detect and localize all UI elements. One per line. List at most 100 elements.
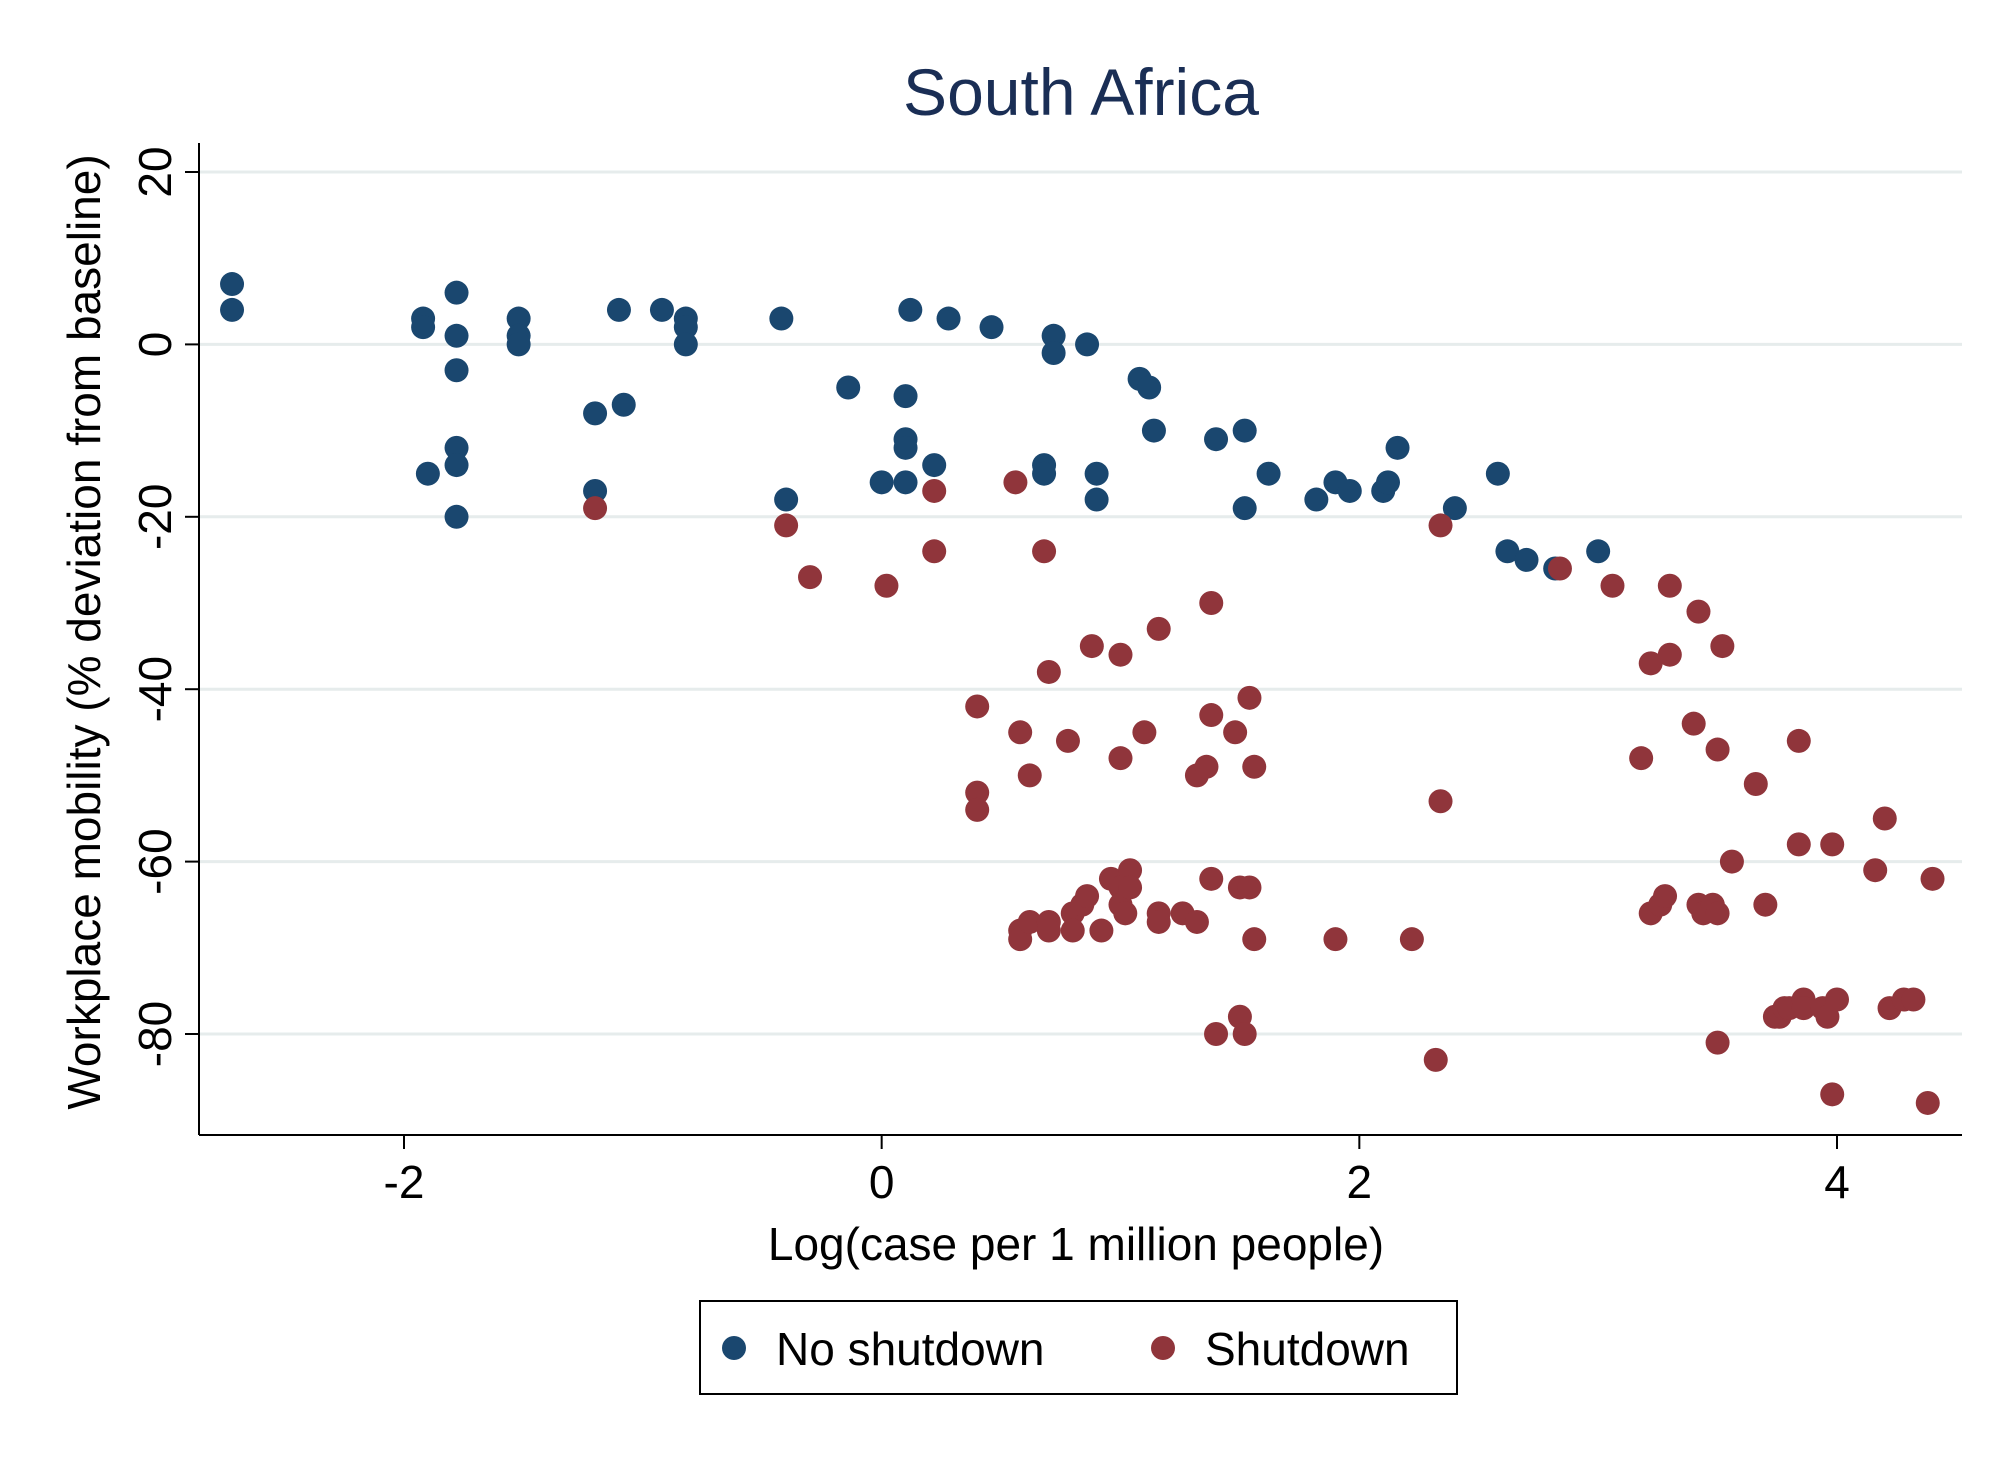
y-axis-ticks: 20 0 -20 -40 -60 -80 (129, 146, 199, 1067)
point-shutdown (1108, 746, 1133, 771)
point-no-shutdown (893, 384, 918, 409)
point-no-shutdown (893, 435, 918, 460)
x-tick-label: -2 (384, 1156, 425, 1208)
point-shutdown (1428, 513, 1453, 538)
point-no-shutdown (444, 453, 469, 478)
point-no-shutdown (922, 453, 947, 478)
point-shutdown (1003, 470, 1028, 495)
y-tick-label: 0 (129, 332, 181, 358)
point-no-shutdown (1586, 539, 1611, 564)
point-shutdown (1399, 927, 1424, 952)
point-no-shutdown (1204, 427, 1229, 452)
point-shutdown (1753, 892, 1778, 917)
legend-marker-shutdown (1151, 1336, 1175, 1360)
legend-label-no-shutdown: No shutdown (776, 1323, 1045, 1375)
point-shutdown (1146, 909, 1171, 934)
point-no-shutdown (1041, 323, 1066, 348)
point-shutdown (1008, 720, 1033, 745)
point-shutdown (583, 496, 608, 521)
point-no-shutdown (411, 315, 436, 340)
point-no-shutdown (1041, 341, 1066, 366)
point-shutdown (798, 565, 823, 590)
point-shutdown (1547, 556, 1572, 581)
point-shutdown (1060, 918, 1085, 943)
point-shutdown (1872, 806, 1897, 831)
point-shutdown (1657, 642, 1682, 667)
point-shutdown (1118, 858, 1143, 883)
point-shutdown (922, 478, 947, 503)
point-shutdown (1428, 789, 1453, 814)
point-no-shutdown (415, 461, 440, 486)
point-shutdown (1786, 728, 1811, 753)
point-no-shutdown (444, 504, 469, 529)
point-no-shutdown (1075, 332, 1100, 357)
point-no-shutdown (611, 392, 636, 417)
point-no-shutdown (444, 358, 469, 383)
point-no-shutdown (836, 375, 861, 400)
point-no-shutdown (1232, 418, 1257, 443)
chart-title: South Africa (903, 55, 1259, 129)
point-no-shutdown (1495, 539, 1520, 564)
point-shutdown (1032, 539, 1057, 564)
point-shutdown (1055, 728, 1080, 753)
point-shutdown (1079, 634, 1104, 659)
point-no-shutdown (673, 315, 698, 340)
point-shutdown (1146, 616, 1171, 641)
point-shutdown (1017, 763, 1042, 788)
point-shutdown (1132, 720, 1157, 745)
point-no-shutdown (649, 297, 674, 322)
point-shutdown (1237, 875, 1262, 900)
point-shutdown (1223, 720, 1248, 745)
point-shutdown (1118, 875, 1143, 900)
x-tick-label: 0 (869, 1156, 895, 1208)
y-tick-label: -80 (129, 1001, 181, 1067)
point-shutdown (1232, 1022, 1257, 1046)
y-tick-label: -40 (129, 656, 181, 722)
point-shutdown (874, 573, 899, 598)
point-shutdown (1075, 884, 1100, 909)
point-no-shutdown (506, 332, 531, 357)
point-no-shutdown (1442, 496, 1467, 521)
x-axis-ticks: -2 0 2 4 (384, 1135, 1850, 1208)
point-shutdown (1653, 884, 1678, 909)
point-no-shutdown (1375, 470, 1400, 495)
point-shutdown (1323, 927, 1348, 952)
point-no-shutdown (444, 435, 469, 460)
point-no-shutdown (1232, 496, 1257, 521)
point-shutdown (1108, 642, 1133, 667)
point-shutdown (922, 539, 947, 564)
point-no-shutdown (869, 470, 894, 495)
point-shutdown (1629, 746, 1654, 771)
point-shutdown (1901, 987, 1926, 1012)
point-shutdown (774, 513, 799, 538)
series-shutdown (583, 470, 1945, 1115)
point-shutdown (1089, 918, 1114, 943)
point-no-shutdown (1337, 478, 1362, 503)
point-shutdown (1920, 866, 1945, 891)
point-no-shutdown (1304, 487, 1329, 512)
legend-marker-no-shutdown (722, 1336, 746, 1360)
point-shutdown (1199, 591, 1224, 615)
point-shutdown (1710, 634, 1735, 659)
point-no-shutdown (673, 332, 698, 357)
point-shutdown (1184, 909, 1209, 934)
point-shutdown (1820, 1082, 1845, 1107)
legend-label-shutdown: Shutdown (1205, 1323, 1410, 1375)
point-shutdown (1863, 858, 1888, 883)
point-no-shutdown (444, 280, 469, 305)
legend-box (699, 1300, 1458, 1395)
y-tick-label: 20 (129, 146, 181, 197)
point-shutdown (965, 694, 990, 719)
point-shutdown (1242, 754, 1267, 779)
point-shutdown (1825, 987, 1849, 1012)
x-tick-label: 4 (1824, 1156, 1850, 1208)
point-shutdown (1242, 927, 1267, 952)
point-shutdown (1113, 901, 1138, 926)
point-shutdown (1705, 737, 1730, 762)
axes (198, 143, 1962, 1136)
point-shutdown (1017, 909, 1042, 934)
legend: No shutdown Shutdown (699, 1300, 1458, 1395)
point-shutdown (1657, 573, 1682, 598)
